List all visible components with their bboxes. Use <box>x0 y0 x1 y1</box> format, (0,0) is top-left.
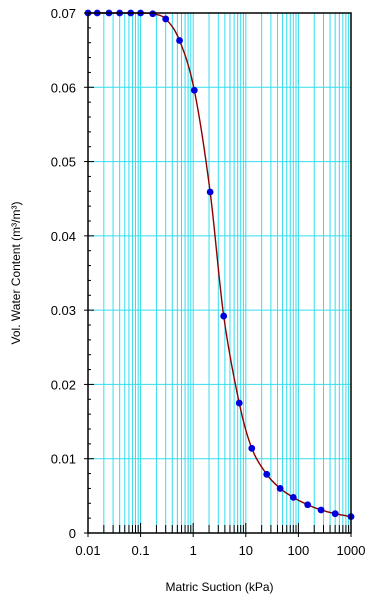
plot-frame <box>87 12 352 534</box>
data-point <box>317 506 325 514</box>
data-point <box>220 312 228 320</box>
x-tick-label: 0.1 <box>132 543 150 558</box>
y-axis-title: Vol. Water Content (m³/m³) <box>9 202 23 345</box>
data-point <box>206 188 214 196</box>
data-point <box>304 501 312 509</box>
data-point <box>263 470 271 478</box>
data-point <box>235 399 243 407</box>
data-point <box>331 510 339 518</box>
data-point <box>190 86 198 94</box>
fit-curve-path <box>87 12 352 518</box>
y-tick-label: 0.07 <box>51 6 76 21</box>
axis-ticks <box>84 12 352 537</box>
x-axis-title: Matric Suction (kPa) <box>165 580 273 594</box>
x-tick-label: 1000 <box>337 543 366 558</box>
fitted-curve <box>87 12 352 518</box>
y-tick-label: 0.06 <box>51 80 76 95</box>
y-tick-label: 0.03 <box>51 303 76 318</box>
x-tick-label: 1 <box>190 543 197 558</box>
y-tick-label: 0.04 <box>51 229 76 244</box>
y-tick-label: 0.02 <box>51 377 76 392</box>
x-tick-label: 0.01 <box>75 543 100 558</box>
data-point <box>162 15 170 23</box>
y-tick-label: 0.05 <box>51 155 76 170</box>
grid <box>87 12 352 534</box>
data-point <box>276 485 284 492</box>
x-tick-label: 100 <box>288 543 310 558</box>
y-tick-label: 0.01 <box>51 452 76 467</box>
data-point <box>248 444 256 452</box>
data-point <box>289 493 297 501</box>
x-tick-label: 10 <box>239 543 253 558</box>
data-point <box>176 37 183 44</box>
y-tick-label: 0 <box>69 526 76 541</box>
tick-labels: 0.01 0.1 1 10 100 1000 0 0.01 0.02 0.03 0.04 0.05 0.… <box>51 6 366 558</box>
